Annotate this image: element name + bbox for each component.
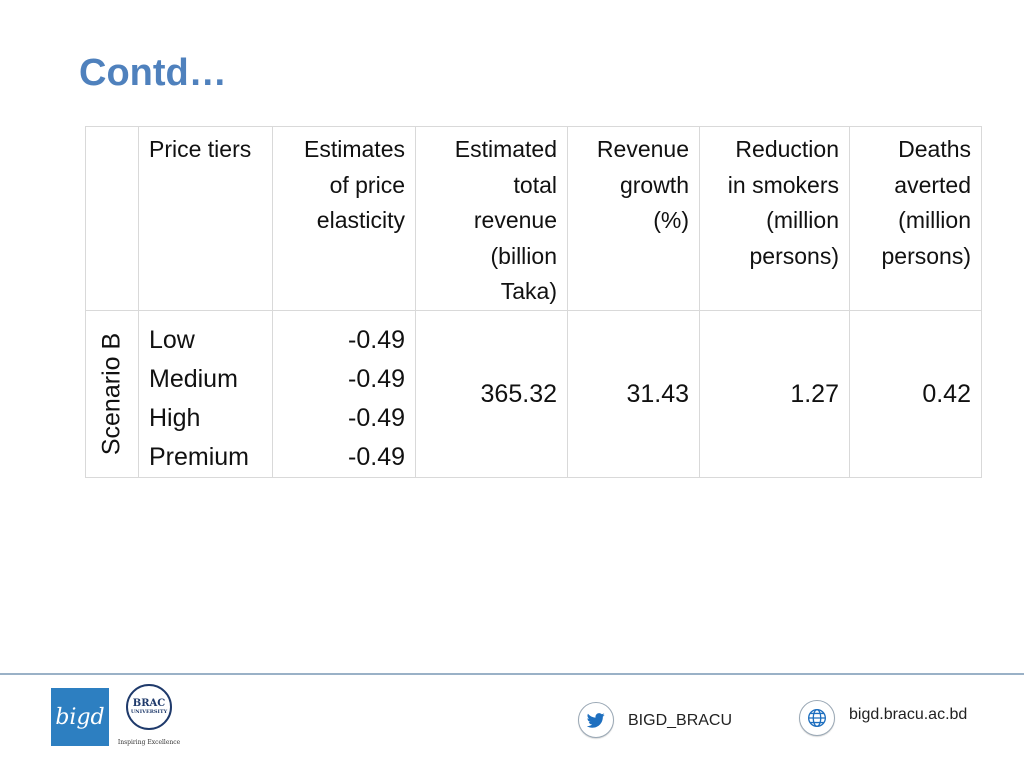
bigd-logo-text: bigd: [55, 704, 105, 730]
elasticity-value: -0.49: [348, 326, 405, 354]
header-price-tiers-text: Price tiers: [149, 136, 252, 162]
header-deaths-line: persons): [881, 242, 971, 269]
brac-tagline: Inspiring Excellence: [117, 739, 181, 746]
scenario-b-row: Scenario B Low Medium High Premium -0.49…: [85, 310, 982, 478]
revenue-growth-cell: 31.43: [567, 310, 700, 478]
elasticity-value: -0.49: [348, 404, 405, 432]
tier-low: Low: [149, 326, 195, 354]
header-deaths-line: averted: [894, 171, 971, 198]
header-elasticity-line: elasticity: [316, 207, 405, 233]
header-total-revenue: Estimated total revenue (billion Taka): [415, 126, 568, 311]
table-header-row: Price tiers Estimates of price elasticit…: [85, 126, 982, 311]
reduction-in-smokers-value: 1.27: [790, 379, 839, 408]
footer-divider: [0, 673, 1024, 675]
header-growth-line: (%): [653, 207, 689, 233]
bigd-logo: bigd: [51, 688, 109, 746]
revenue-growth-value: 31.43: [626, 379, 689, 408]
slide-title: Contd…: [79, 52, 227, 94]
header-smokers-line: persons): [749, 242, 839, 269]
brac-seal: BRAC UNIVERSITY: [126, 684, 172, 730]
total-revenue-value: 365.32: [480, 379, 557, 408]
header-reduction-in-smokers: Reduction in smokers (million persons): [699, 126, 850, 311]
header-revenue-line: Estimated: [454, 136, 557, 162]
header-growth-line: Revenue: [596, 136, 689, 162]
header-elasticity-line: Estimates: [304, 136, 405, 162]
header-deaths-line: Deaths: [898, 136, 971, 162]
header-smokers-line: Reduction: [735, 136, 839, 162]
tier-high: High: [149, 404, 201, 432]
elasticity-cell: -0.49 -0.49 -0.49 -0.49: [272, 310, 416, 478]
header-revenue-line: revenue: [473, 207, 557, 233]
header-revenue-line: Taka): [500, 278, 557, 304]
tier-medium: Medium: [149, 365, 238, 393]
header-smokers-line: (million: [766, 207, 839, 233]
total-revenue-cell: 365.32: [415, 310, 568, 478]
website-link[interactable]: bigd.bracu.ac.bd: [799, 700, 967, 736]
twitter-link[interactable]: BIGD_BRACU: [578, 702, 732, 738]
header-growth-line: growth: [619, 171, 689, 198]
header-revenue-line: total: [513, 171, 557, 198]
globe-icon[interactable]: [799, 700, 835, 736]
deaths-averted-cell: 0.42: [849, 310, 982, 478]
brac-seal-name: BRAC: [132, 698, 166, 709]
twitter-handle[interactable]: BIGD_BRACU: [628, 712, 733, 729]
price-tiers-cell: Low Medium High Premium: [138, 310, 273, 478]
brac-university-logo: BRAC UNIVERSITY Inspiring Excellence: [115, 684, 183, 750]
header-deaths-line: (million: [898, 207, 971, 233]
brac-seal-sub: UNIVERSITY: [130, 709, 168, 715]
elasticity-value: -0.49: [348, 365, 405, 393]
header-smokers-line: in smokers: [727, 171, 839, 198]
header-deaths-averted: Deaths averted (million persons): [849, 126, 982, 311]
elasticity-value: -0.49: [348, 443, 405, 471]
scenario-label: Scenario B: [97, 332, 126, 456]
twitter-icon[interactable]: [578, 702, 614, 738]
deaths-averted-value: 0.42: [922, 379, 971, 408]
reduction-in-smokers-cell: 1.27: [699, 310, 850, 478]
tier-premium: Premium: [149, 443, 250, 471]
header-revenue-growth: Revenue growth (%): [567, 126, 700, 311]
header-revenue-line: (billion: [490, 242, 557, 269]
website-url[interactable]: bigd.bracu.ac.bd: [849, 706, 968, 723]
header-empty-cell: [85, 126, 139, 311]
scenario-cell: Scenario B: [85, 310, 139, 478]
header-price-tiers: Price tiers: [138, 126, 273, 311]
header-elasticity: Estimates of price elasticity: [272, 126, 416, 311]
price-tier-table: Price tiers Estimates of price elasticit…: [85, 126, 982, 478]
header-elasticity-line: of price: [329, 171, 405, 198]
